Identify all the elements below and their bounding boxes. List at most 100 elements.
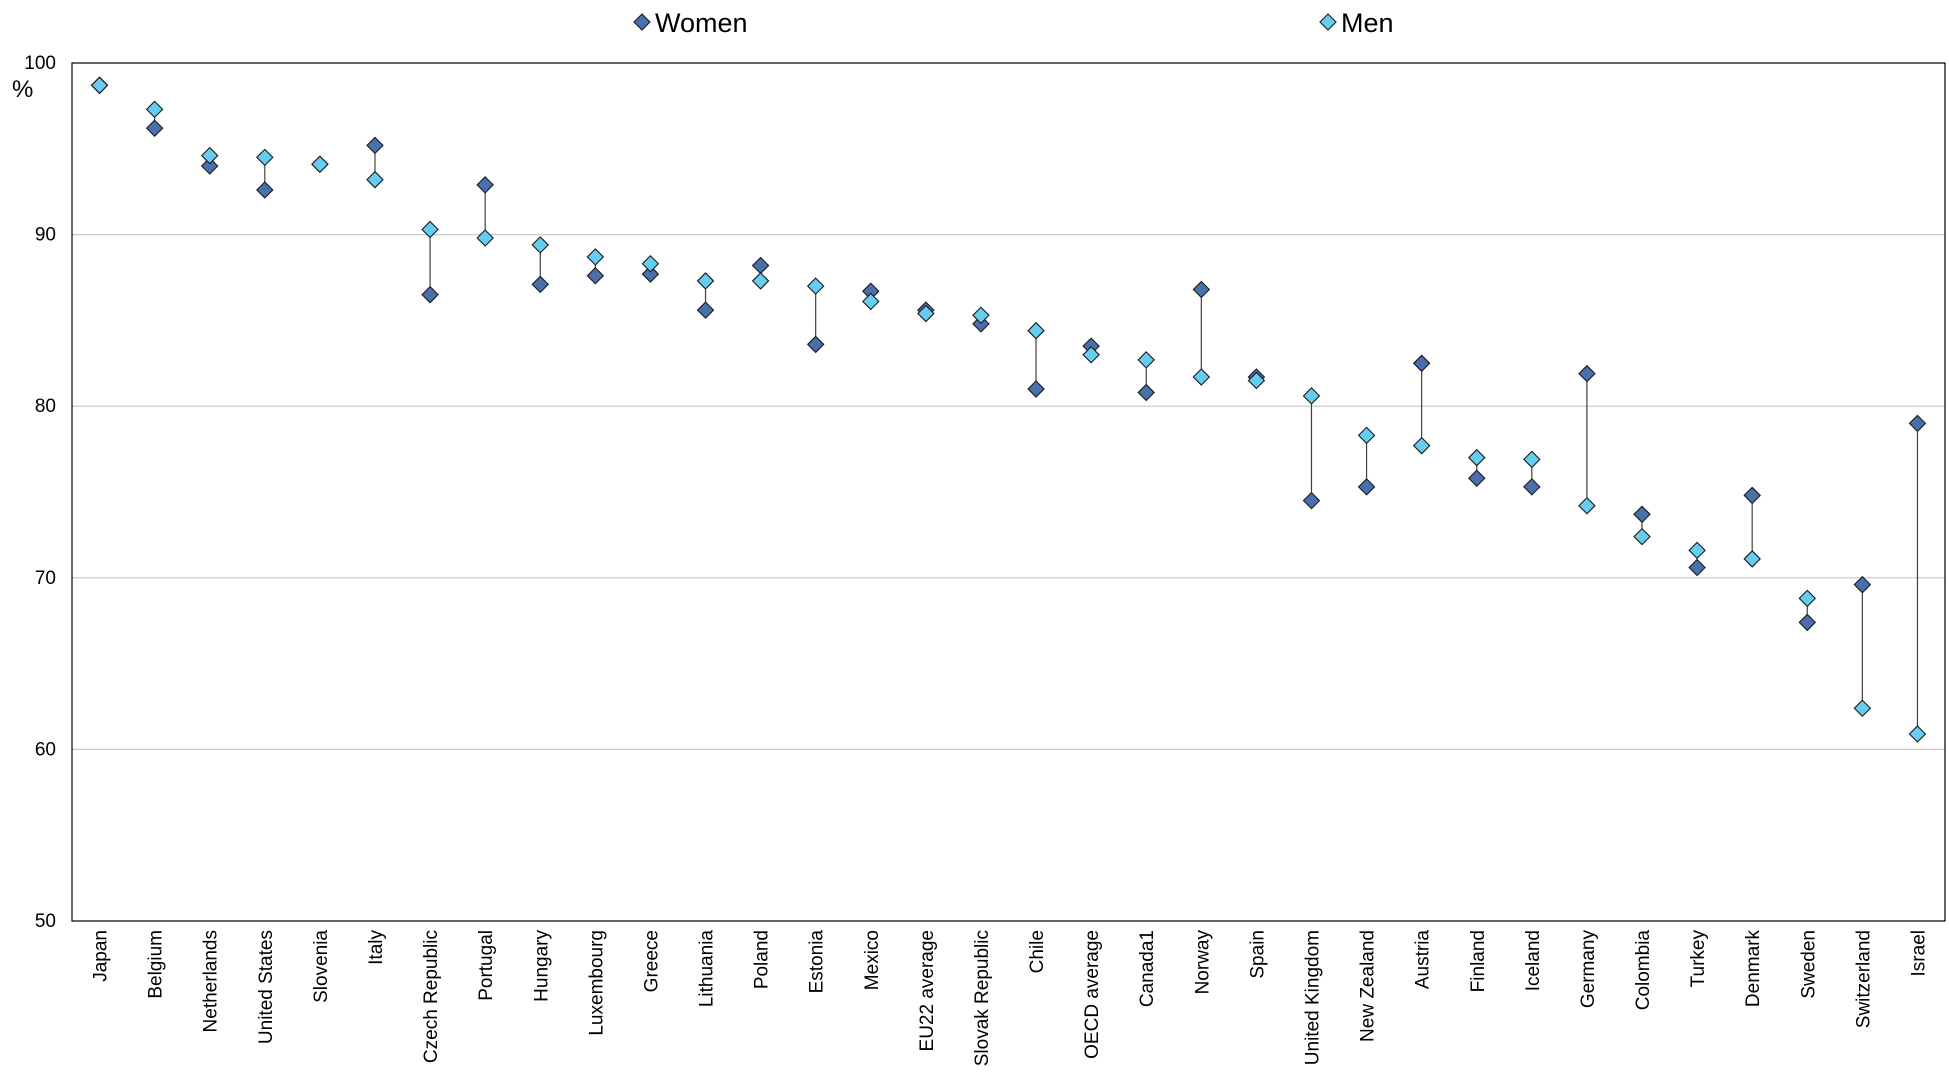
women-point — [1192, 280, 1211, 299]
x-category-label: United Kingdom — [1302, 930, 1323, 1065]
x-category-label: Poland — [752, 930, 773, 989]
women-point — [200, 157, 219, 175]
women-point — [1302, 491, 1321, 510]
men-point — [200, 146, 219, 165]
men-point — [1137, 351, 1155, 369]
men-point — [1302, 387, 1321, 405]
women-point — [1798, 613, 1817, 632]
women-point — [421, 285, 439, 304]
men-point — [90, 76, 109, 95]
men-point — [1357, 426, 1376, 445]
x-category-label: Netherlands — [201, 930, 222, 1032]
women-point — [641, 265, 660, 283]
x-category-label: Lithuania — [697, 930, 718, 1008]
x-category-label: Slovak Republic — [972, 930, 993, 1066]
women-point — [696, 301, 715, 319]
x-category-label: Denmark — [1743, 930, 1764, 1008]
women-point — [531, 275, 550, 294]
men-point — [1247, 371, 1266, 390]
men-point — [972, 306, 990, 325]
x-category-label: OECD average — [1082, 930, 1103, 1059]
men-point — [862, 292, 880, 311]
x-category-label: Israel — [1908, 930, 1929, 976]
legend-marker — [633, 13, 651, 31]
legend: Women Men — [633, 8, 1394, 38]
y-axis-ticks: 50 60 70 80 90 100 — [24, 53, 56, 932]
y-tick-label: 60 — [35, 739, 56, 760]
women-point — [476, 176, 494, 194]
men-point — [1192, 368, 1211, 386]
women-point — [1523, 478, 1541, 496]
y-tick-label: 100 — [24, 53, 56, 74]
men-point — [1027, 321, 1045, 340]
men-point — [1798, 589, 1817, 608]
data-markers — [90, 76, 1927, 743]
women-point — [1357, 478, 1376, 496]
x-category-label: Sweden — [1798, 930, 1819, 999]
men-point — [1412, 436, 1431, 455]
women-point — [145, 119, 164, 137]
women-point — [1633, 505, 1651, 524]
women-point — [1412, 354, 1431, 373]
women-point — [1908, 414, 1927, 433]
x-category-label: Finland — [1468, 930, 1489, 992]
women-point — [1853, 575, 1872, 594]
men-point — [1853, 699, 1872, 717]
x-category-label: Luxembourg — [586, 930, 607, 1036]
women-point — [256, 181, 274, 199]
x-category-label: Turkey — [1688, 930, 1709, 988]
women-point — [1467, 469, 1486, 488]
men-point — [586, 248, 605, 266]
x-category-label: United States — [256, 930, 277, 1044]
x-category-label: Iceland — [1523, 930, 1544, 991]
x-category-label: Italy — [366, 930, 387, 965]
men-point — [1523, 450, 1541, 469]
x-category-label: Czech Republic — [421, 930, 442, 1063]
x-category-label: Colombia — [1633, 930, 1654, 1011]
men-point — [366, 170, 384, 189]
x-category-label: Japan — [91, 930, 112, 982]
women-point — [1137, 383, 1155, 402]
men-point — [476, 229, 494, 247]
women-point — [366, 136, 384, 155]
x-category-label: Slovenia — [311, 930, 332, 1003]
x-category-label: Mexico — [862, 930, 883, 990]
legend-label: Men — [1341, 8, 1394, 38]
x-category-label: Chile — [1027, 930, 1048, 973]
women-point — [1743, 486, 1761, 505]
men-point — [696, 272, 715, 290]
x-category-label: Canada1 — [1137, 930, 1158, 1007]
y-tick-label: 50 — [35, 911, 56, 932]
men-point — [421, 220, 439, 239]
men-point — [1578, 496, 1596, 515]
men-point — [1082, 345, 1100, 364]
x-category-label: New Zealand — [1358, 930, 1379, 1042]
men-point — [806, 277, 825, 295]
men-point — [311, 155, 329, 174]
y-axis-unit-label: % — [12, 76, 33, 103]
men-point — [1743, 550, 1761, 568]
women-point — [806, 335, 825, 354]
women-point — [1027, 380, 1045, 398]
y-tick-label: 70 — [35, 568, 56, 589]
x-category-label: Belgium — [146, 930, 167, 999]
x-category-label: Estonia — [807, 930, 828, 994]
men-point — [917, 304, 935, 323]
y-tick-label: 80 — [35, 396, 56, 417]
x-category-label: Austria — [1413, 930, 1434, 990]
men-point — [1633, 527, 1651, 546]
women-point — [1578, 364, 1596, 383]
x-category-label: Hungary — [531, 930, 552, 1002]
legend-label: Women — [655, 8, 748, 38]
women-point — [751, 256, 770, 275]
x-category-label: EU22 average — [917, 930, 938, 1051]
women-point — [586, 267, 605, 285]
men-point — [751, 272, 770, 290]
x-category-label: Germany — [1578, 930, 1599, 1009]
plot-area-border — [71, 62, 1946, 922]
x-category-label: Norway — [1192, 930, 1213, 995]
men-point — [531, 236, 550, 254]
men-point — [1908, 725, 1927, 743]
x-category-label: Greece — [641, 930, 662, 992]
